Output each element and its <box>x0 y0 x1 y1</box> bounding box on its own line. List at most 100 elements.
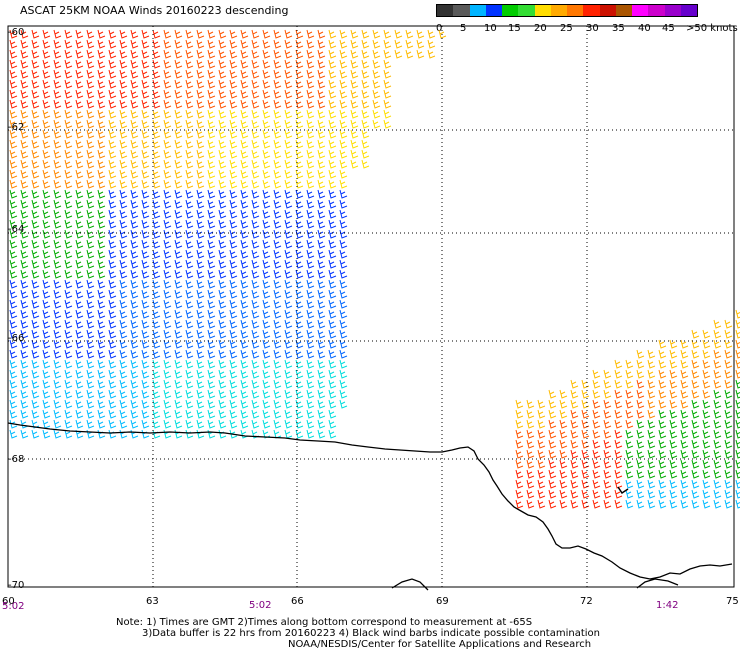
wind-barb <box>185 199 194 209</box>
wind-barb <box>9 209 18 219</box>
wind-barb <box>64 129 73 139</box>
wind-barb <box>339 239 348 249</box>
lat-label: -68 <box>8 454 25 465</box>
wind-barb <box>207 179 216 189</box>
wind-barb <box>570 439 579 449</box>
wind-barb <box>273 339 282 349</box>
legend-labels: 0 5 10 15 20 25 30 35 40 45 >50 knots <box>436 23 738 35</box>
wind-barb <box>713 479 722 489</box>
wind-barb <box>185 209 194 219</box>
wind-barb <box>328 119 337 129</box>
wind-barb <box>251 209 260 219</box>
wind-barb <box>240 149 249 159</box>
wind-barb <box>691 469 700 479</box>
wind-barb <box>559 439 568 449</box>
wind-barb <box>328 49 337 59</box>
wind-barb <box>702 359 711 369</box>
wind-barb <box>196 219 205 229</box>
wind-barb <box>361 79 370 89</box>
wind-barb <box>130 429 139 439</box>
wind-barb <box>592 439 601 449</box>
wind-barb <box>251 219 260 229</box>
wind-barb <box>119 319 128 329</box>
wind-barb <box>152 259 161 269</box>
wind-barb <box>658 449 667 459</box>
wind-barb <box>75 219 84 229</box>
wind-barb <box>614 359 623 369</box>
wind-barb <box>262 199 271 209</box>
wind-barb <box>185 39 194 49</box>
wind-barb <box>438 29 447 39</box>
wind-barb <box>174 59 183 69</box>
wind-barb <box>75 89 84 99</box>
lon-label: 69 <box>436 596 449 607</box>
wind-barb <box>262 129 271 139</box>
wind-barb <box>515 499 524 509</box>
wind-barb <box>251 299 260 309</box>
wind-barb <box>53 269 62 279</box>
wind-barb <box>251 129 260 139</box>
wind-barb <box>372 89 381 99</box>
wind-barb <box>20 179 29 189</box>
wind-barb <box>42 159 51 169</box>
wind-barb <box>174 109 183 119</box>
wind-barb <box>284 59 293 69</box>
wind-barb <box>141 409 150 419</box>
wind-barb <box>196 199 205 209</box>
wind-barb <box>273 369 282 379</box>
wind-barb <box>229 229 238 239</box>
wind-barb <box>108 319 117 329</box>
wind-barb <box>130 359 139 369</box>
wind-barb <box>581 429 590 439</box>
wind-barb <box>97 369 106 379</box>
wind-barb <box>273 159 282 169</box>
wind-barb <box>669 339 678 349</box>
wind-barb <box>163 69 172 79</box>
wind-barb <box>207 99 216 109</box>
wind-barb <box>240 289 249 299</box>
wind-barb <box>581 479 590 489</box>
wind-barb <box>185 149 194 159</box>
wind-barb <box>273 199 282 209</box>
wind-barb <box>570 489 579 499</box>
wind-barb <box>75 359 84 369</box>
wind-barb <box>339 149 348 159</box>
lat-label: -66 <box>8 333 25 344</box>
wind-barb <box>119 309 128 319</box>
wind-barb <box>229 169 238 179</box>
wind-barb <box>427 29 436 39</box>
wind-barb <box>240 199 249 209</box>
wind-barb <box>691 359 700 369</box>
wind-barb <box>64 119 73 129</box>
wind-barb <box>64 409 73 419</box>
wind-barb <box>592 459 601 469</box>
wind-barb <box>625 439 634 449</box>
wind-barb <box>229 329 238 339</box>
wind-barb <box>141 129 150 139</box>
wind-barb <box>86 249 95 259</box>
wind-barb <box>207 359 216 369</box>
legend-swatch <box>567 5 584 16</box>
wind-barb <box>328 189 337 199</box>
wind-barb <box>196 89 205 99</box>
wind-barb <box>350 59 359 69</box>
wind-barb <box>273 149 282 159</box>
wind-barb <box>141 319 150 329</box>
wind-barb <box>218 349 227 359</box>
wind-barb <box>108 99 117 109</box>
wind-barb <box>306 249 315 259</box>
wind-barb <box>174 279 183 289</box>
wind-barb <box>350 99 359 109</box>
wind-barb <box>724 319 733 329</box>
wind-barb <box>119 229 128 239</box>
wind-barb <box>273 259 282 269</box>
wind-barb <box>691 399 700 409</box>
wind-barb <box>163 109 172 119</box>
wind-barb <box>328 79 337 89</box>
wind-barb <box>42 289 51 299</box>
wind-barb <box>86 429 95 439</box>
wind-barb <box>64 49 73 59</box>
legend-label: 0 <box>436 23 443 34</box>
wind-barb <box>581 469 590 479</box>
legend-label: 35 <box>612 23 625 34</box>
